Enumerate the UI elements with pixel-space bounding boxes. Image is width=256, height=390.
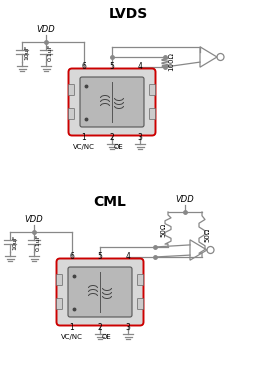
FancyBboxPatch shape xyxy=(150,108,155,119)
Text: 2: 2 xyxy=(98,323,102,332)
FancyBboxPatch shape xyxy=(69,85,74,96)
FancyBboxPatch shape xyxy=(57,275,62,285)
Text: 0.1uF: 0.1uF xyxy=(48,43,53,61)
FancyBboxPatch shape xyxy=(150,85,155,96)
Text: 2: 2 xyxy=(110,133,114,142)
FancyBboxPatch shape xyxy=(137,275,144,285)
Text: 100Ω: 100Ω xyxy=(168,53,174,71)
Text: OE: OE xyxy=(101,334,111,340)
FancyBboxPatch shape xyxy=(57,259,144,326)
Text: VDD: VDD xyxy=(37,25,55,34)
Text: 3: 3 xyxy=(125,323,131,332)
FancyBboxPatch shape xyxy=(69,108,74,119)
FancyBboxPatch shape xyxy=(68,267,132,317)
Text: 10uF: 10uF xyxy=(12,234,17,250)
Text: 5: 5 xyxy=(98,252,102,261)
Text: 6: 6 xyxy=(82,62,87,71)
Text: 3: 3 xyxy=(137,133,142,142)
Text: 50Ω: 50Ω xyxy=(204,227,210,242)
Text: OE: OE xyxy=(113,144,123,150)
Text: 0.1uF: 0.1uF xyxy=(36,233,41,251)
FancyBboxPatch shape xyxy=(69,69,155,135)
Text: VC/NC: VC/NC xyxy=(61,334,83,340)
FancyBboxPatch shape xyxy=(137,298,144,310)
FancyBboxPatch shape xyxy=(57,298,62,310)
Text: 50Ω: 50Ω xyxy=(160,222,166,237)
Text: VDD: VDD xyxy=(176,195,194,204)
Text: 4: 4 xyxy=(125,252,131,261)
Text: 10uF: 10uF xyxy=(24,44,29,60)
Text: LVDS: LVDS xyxy=(108,7,148,21)
Text: CML: CML xyxy=(93,195,126,209)
Text: 4: 4 xyxy=(137,62,142,71)
Text: 1: 1 xyxy=(70,323,74,332)
Text: 6: 6 xyxy=(70,252,74,261)
Text: 1: 1 xyxy=(82,133,86,142)
FancyBboxPatch shape xyxy=(80,77,144,127)
Text: VDD: VDD xyxy=(25,215,43,224)
Text: 5: 5 xyxy=(110,62,114,71)
Text: VC/NC: VC/NC xyxy=(73,144,95,150)
